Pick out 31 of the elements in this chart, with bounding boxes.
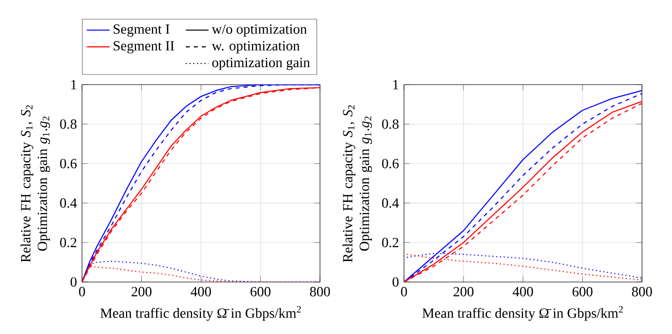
y-tick-label: 0.8: [382, 119, 399, 129]
legend-label: w/o optimization: [212, 24, 307, 37]
x-axis-title: Mean traffic density Ω̄ in Gbps/km$^{2}$: [100, 306, 301, 321]
y-tick-label: 0.6: [60, 158, 77, 168]
x-tick-label: 200: [454, 286, 474, 296]
text: Relative FH capacity S$_{1}$, S$_{2}$ Optimization gain g$_{1}$.g$_{2}$: [342, 105, 372, 262]
x-tick-label: 600: [250, 286, 270, 296]
y-tick-label: 1: [393, 80, 398, 90]
y-tick-label: 1: [71, 80, 76, 90]
y-tick-label: 0.2: [382, 238, 398, 248]
legend-label: w. optimization: [212, 41, 300, 54]
text: Relative FH capacity S$_{1}$, S$_{2}$ Optimization gain g$_{1}$.g$_{2}$: [20, 105, 50, 262]
y-tick-label: 0.8: [60, 119, 77, 129]
x-axis-title: Mean traffic density Ω̄ in Gbps/km$^{2}$: [422, 306, 623, 321]
y-tick-label: 0.4: [60, 198, 77, 208]
legend-label: Segment I: [114, 24, 170, 37]
x-tick-label: 400: [512, 286, 533, 296]
y-tick-label: 0.4: [382, 198, 399, 208]
y-tick-label: 0: [392, 277, 399, 287]
x-tick-label: 0: [79, 286, 85, 296]
x-tick-label: 400: [190, 286, 211, 296]
x-tick-label: 600: [572, 286, 592, 296]
y-tick-label: 0.6: [382, 158, 399, 168]
x-tick-label: 800: [310, 286, 330, 296]
legend-label: optimization gain: [212, 58, 310, 70]
y-tick-label: 0: [70, 277, 77, 287]
y-tick-label: 0.2: [60, 238, 76, 248]
x-tick-label: 800: [632, 286, 652, 296]
legend-label: Segment II: [114, 41, 174, 54]
x-tick-label: 0: [401, 286, 407, 296]
x-tick-label: 200: [132, 286, 152, 296]
